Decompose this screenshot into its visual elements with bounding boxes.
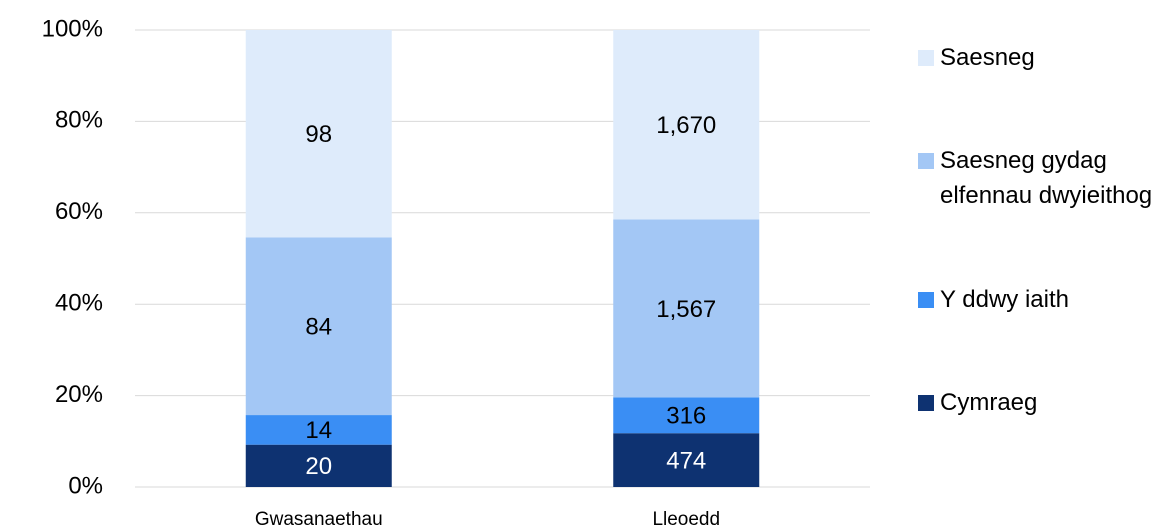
bar-segment [245, 444, 392, 487]
value-label: 98 [305, 121, 332, 148]
bar-segment [613, 433, 760, 487]
bar-segment [613, 30, 760, 220]
legend-item: Y ddwy iaith [918, 282, 1168, 317]
value-label: 474 [666, 447, 706, 474]
grid [135, 29, 870, 488]
y-tick-label: 60% [55, 198, 103, 225]
legend-item: Cymraeg [918, 385, 1168, 420]
bar-segment [245, 30, 392, 238]
value-label: 14 [305, 417, 332, 444]
legend-swatch [918, 50, 934, 66]
y-tick-label: 0% [68, 472, 103, 499]
x-tick-label: Lleoedd [652, 509, 720, 526]
bar-segment [245, 237, 392, 416]
y-tick-label: 80% [55, 107, 103, 134]
bar-segment [245, 415, 392, 445]
y-tick-label: 40% [55, 290, 103, 317]
value-label: 316 [666, 403, 706, 430]
bar-segment [613, 219, 760, 398]
value-label: 20 [305, 453, 332, 480]
plot: 0% 20% 40% 60% 80% 100% Gwasanaethau 20 14 84 98 Ll… [42, 15, 870, 526]
value-label: 1,670 [656, 112, 716, 139]
value-label: 1,567 [656, 296, 716, 323]
bar-segment [613, 397, 760, 434]
legend-swatch [918, 153, 934, 170]
legend-item: Saesneg gydag elfennau dwyieithog [918, 143, 1168, 213]
legend-label: Saesneg gydag elfennau dwyieithog [940, 147, 1153, 210]
legend-label: Cymraeg [940, 388, 1038, 416]
legend: Saesneg Saesneg gydag elfennau dwyieithog… [918, 40, 1168, 420]
legend-swatch [918, 291, 934, 308]
y-tick-label: 20% [55, 381, 103, 408]
legend-label: Y ddwy iaith [940, 285, 1069, 313]
y-tick-label: 100% [42, 15, 103, 42]
legend-item: Saesneg [918, 40, 1168, 75]
x-tick-label: Gwasanaethau [255, 509, 383, 526]
legend-label: Saesneg [940, 44, 1035, 71]
value-label: 84 [305, 314, 332, 341]
legend-swatch [918, 394, 934, 411]
